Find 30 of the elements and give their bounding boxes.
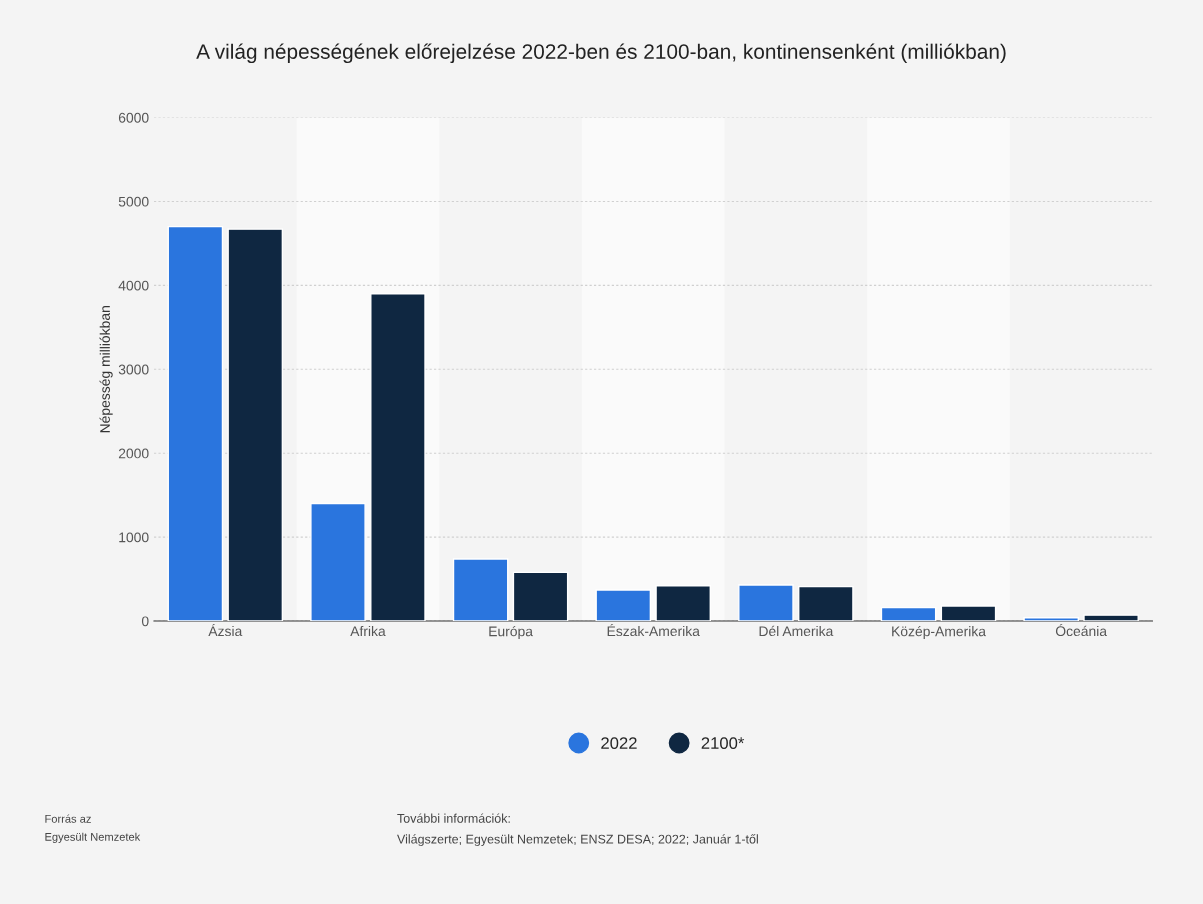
x-tick-label: Dél Amerika bbox=[759, 625, 834, 637]
chart-title: A világ népességének előrejelzése 2022-ben és 2100-ban, kontinensenként (milliókban) bbox=[196, 43, 1006, 64]
y-tick-label: 0 bbox=[141, 616, 149, 627]
y-tick-label: 3000 bbox=[118, 364, 149, 375]
y-tick-label: 4000 bbox=[118, 280, 149, 291]
x-tick-label: Közép-Amerika bbox=[892, 625, 986, 640]
y-tick-label: 1000 bbox=[119, 532, 149, 543]
y-tick-label: 6000 bbox=[118, 112, 149, 123]
text: Világszerte; Egyesült Nemzetek; ENSZ DESA; 2022; Január 1-től bbox=[397, 834, 758, 847]
legend-label: 2100* bbox=[701, 737, 745, 749]
bar bbox=[227, 228, 284, 622]
x-tick-label: Észak-Amerika bbox=[607, 623, 700, 637]
bar bbox=[167, 225, 224, 622]
y-tick-label: 2000 bbox=[118, 448, 149, 459]
text: Forrás az bbox=[45, 814, 91, 823]
y-axis-title: Népesség milliókban bbox=[99, 306, 113, 433]
bar bbox=[738, 584, 794, 622]
text: Egyesült Nemzetek bbox=[45, 832, 141, 844]
x-tick-label: Európa bbox=[489, 625, 533, 640]
bar bbox=[452, 558, 509, 622]
text: További információk: bbox=[397, 813, 510, 823]
bar bbox=[512, 571, 569, 622]
bar bbox=[1023, 616, 1079, 622]
legend-label: 2022 bbox=[601, 737, 637, 749]
x-tick-label: Ázsia bbox=[208, 623, 243, 637]
x-tick-label: Óceánia bbox=[1055, 623, 1108, 637]
x-tick-label: Afrika bbox=[350, 625, 386, 637]
bar bbox=[1083, 614, 1139, 622]
bar bbox=[798, 585, 854, 622]
y-tick-label: 5000 bbox=[118, 196, 149, 207]
